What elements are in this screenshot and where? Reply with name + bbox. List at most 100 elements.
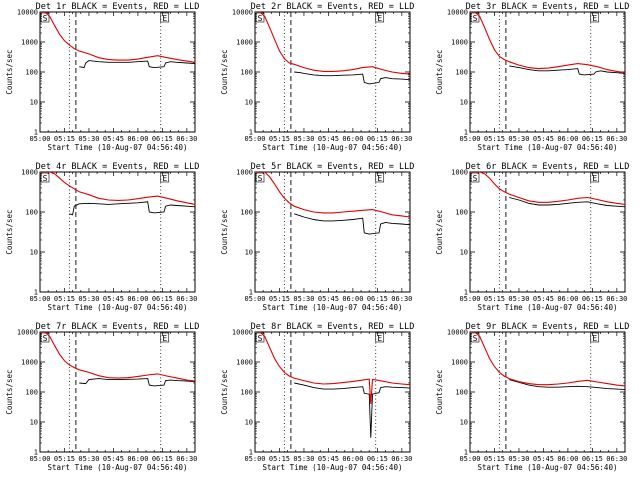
- y-tick-label: 10000: [17, 9, 38, 17]
- y-tick-label: 1: [249, 129, 253, 137]
- x-tick-label: 05:45: [318, 135, 339, 143]
- y-tick-label: 10: [30, 249, 38, 257]
- start-marker-box: [255, 332, 265, 343]
- x-tick-label: 06:15: [582, 295, 603, 303]
- x-tick-label: 05:00: [459, 135, 480, 143]
- y-tick-label: 10: [460, 99, 468, 107]
- end-marker: E: [377, 334, 382, 343]
- x-tick-label: 05:15: [54, 295, 75, 303]
- x-tick-label: 05:30: [293, 455, 314, 463]
- x-tick-label: 06:15: [367, 455, 388, 463]
- y-tick-label: 10: [460, 419, 468, 427]
- start-marker: S: [473, 14, 478, 23]
- x-tick-label: 06:30: [391, 295, 412, 303]
- events-rate-line: [69, 201, 195, 216]
- x-tick-label: 05:45: [318, 455, 339, 463]
- start-marker-box: [470, 332, 480, 343]
- x-tick-label: 05:00: [244, 455, 265, 463]
- x-tick-label: 06:15: [582, 135, 603, 143]
- y-axis-label: Counts/sec: [435, 49, 444, 94]
- x-tick-label: 05:30: [293, 295, 314, 303]
- start-marker-box: [255, 12, 265, 23]
- detector-panel-1: Det 1r BLACK = Events, RED = LLD 1 10 100 10…: [5, 2, 199, 152]
- y-tick-label: 10: [30, 419, 38, 427]
- start-marker: S: [473, 334, 478, 343]
- x-axis-label: Start Time (10-Aug-07 04:56:40): [263, 463, 403, 472]
- end-marker-box: [375, 332, 385, 343]
- x-axis-label: Start Time (10-Aug-07 04:56:40): [48, 303, 188, 312]
- y-tick-label: 100: [240, 389, 253, 397]
- events-rate-line: [79, 60, 195, 69]
- x-tick-label: 06:30: [176, 455, 197, 463]
- x-tick-label: 05:30: [78, 295, 99, 303]
- x-tick-label: 06:15: [367, 135, 388, 143]
- end-marker: E: [377, 14, 382, 23]
- detector-panel-4: Det 4r BLACK = Events, RED = LLD 1 10 100 10…: [5, 162, 199, 312]
- x-axis-label: Start Time (10-Aug-07 04:56:40): [48, 463, 188, 472]
- x-tick-label: 06:00: [342, 135, 363, 143]
- y-tick-label: 1000: [236, 39, 253, 47]
- y-tick-label: 10: [245, 99, 253, 107]
- detector-panel-2: Det 2r BLACK = Events, RED = LLD 1 10 100 10…: [220, 2, 414, 152]
- plot-frame: [39, 171, 196, 293]
- x-tick-label: 05:30: [508, 135, 529, 143]
- events-rate-line: [294, 213, 410, 235]
- start-marker: S: [43, 14, 48, 23]
- detector-panel-3: Det 3r BLACK = Events, RED = LLD 1 10 100 10…: [435, 2, 629, 152]
- x-tick-label: 06:30: [606, 135, 627, 143]
- x-tick-label: 06:30: [391, 455, 412, 463]
- start-marker-box: [40, 332, 50, 343]
- y-tick-label: 100: [25, 389, 38, 397]
- panel-title: Det 7r BLACK = Events, RED = LLD: [36, 322, 200, 332]
- events-rate-line: [79, 378, 195, 387]
- lld-rate-line: [470, 172, 625, 205]
- x-tick-label: 05:00: [459, 455, 480, 463]
- y-tick-label: 1000: [451, 39, 468, 47]
- y-tick-label: 100: [455, 389, 468, 397]
- y-tick-label: 10: [245, 419, 253, 427]
- x-tick-label: 05:30: [293, 135, 314, 143]
- detector-panel-7: Det 7r BLACK = Events, RED = LLD 1 10 100 10…: [5, 322, 199, 472]
- end-marker: E: [162, 174, 167, 183]
- events-rate-line: [294, 382, 410, 438]
- y-tick-label: 10: [30, 99, 38, 107]
- y-tick-label: 1: [464, 129, 468, 137]
- x-tick-label: 05:45: [533, 295, 554, 303]
- start-marker-box: [255, 172, 265, 183]
- x-tick-label: 05:45: [103, 295, 124, 303]
- start-marker: S: [258, 334, 263, 343]
- y-axis-label: Counts/sec: [5, 49, 14, 94]
- x-tick-label: 06:00: [557, 455, 578, 463]
- y-tick-label: 10000: [232, 9, 253, 17]
- lld-rate-line: [40, 332, 195, 382]
- events-rate-line: [294, 71, 410, 85]
- x-tick-label: 06:00: [127, 455, 148, 463]
- end-marker: E: [592, 14, 597, 23]
- x-tick-label: 05:30: [78, 455, 99, 463]
- end-marker: E: [162, 14, 167, 23]
- panel-title: Det 1r BLACK = Events, RED = LLD: [36, 2, 200, 12]
- x-tick-label: 05:15: [269, 295, 290, 303]
- x-tick-label: 05:15: [54, 455, 75, 463]
- end-marker-box: [590, 332, 600, 343]
- x-tick-label: 05:15: [484, 135, 505, 143]
- x-tick-label: 06:30: [176, 295, 197, 303]
- panel-title: Det 6r BLACK = Events, RED = LLD: [466, 162, 630, 172]
- y-tick-label: 1: [34, 129, 38, 137]
- detector-panel-5: Det 5r BLACK = Events, RED = LLD 1 10 100 10…: [220, 162, 414, 312]
- x-tick-label: 05:15: [269, 455, 290, 463]
- events-rate-line: [509, 379, 625, 391]
- x-tick-label: 05:00: [29, 295, 50, 303]
- y-tick-label: 1000: [451, 359, 468, 367]
- x-tick-label: 05:00: [459, 295, 480, 303]
- y-axis-label: Counts/sec: [5, 209, 14, 254]
- x-tick-label: 05:00: [244, 295, 265, 303]
- x-tick-label: 06:15: [152, 135, 173, 143]
- start-marker-box: [470, 172, 480, 183]
- end-marker: E: [592, 334, 597, 343]
- end-marker-box: [590, 172, 600, 183]
- start-marker: S: [473, 174, 478, 183]
- lld-rate-line: [255, 172, 410, 218]
- panel-title: Det 3r BLACK = Events, RED = LLD: [466, 2, 630, 12]
- lld-rate-line: [470, 332, 625, 387]
